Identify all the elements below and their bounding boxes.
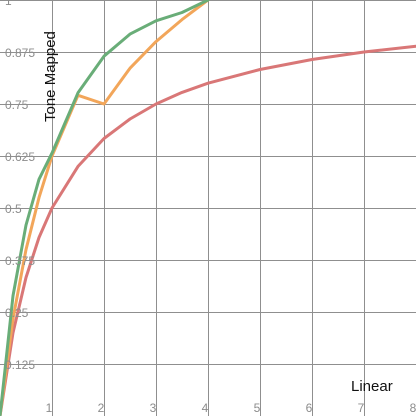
y-tick-label: 0.625 xyxy=(5,150,35,164)
y-tick-label: 0.5 xyxy=(5,202,22,216)
series-line-3 xyxy=(0,0,210,416)
y-tick-label: 0.125 xyxy=(5,358,35,372)
y-tick-label: 0.375 xyxy=(5,254,35,268)
y-tick-label: 0.875 xyxy=(5,46,35,60)
x-tick-label: 6 xyxy=(306,401,313,415)
y-tick-label: 1 xyxy=(5,0,12,8)
x-tick-label: 8 xyxy=(410,401,416,415)
y-tick-label: 0.25 xyxy=(5,306,29,320)
x-tick-label: 2 xyxy=(98,401,105,415)
series-line-1 xyxy=(0,44,416,416)
x-tick-label: 5 xyxy=(254,401,261,415)
y-tick-label: 0.75 xyxy=(5,98,29,112)
x-tick-label: 1 xyxy=(46,401,53,415)
x-axis-title: Linear xyxy=(351,378,393,395)
x-tick-label: 7 xyxy=(358,401,365,415)
x-tick-label: 3 xyxy=(150,401,157,415)
y-axis-title: Tone Mapped xyxy=(42,31,59,122)
x-tick-label: 4 xyxy=(202,401,209,415)
tick-labels: 1 2 3 4 5 6 7 8 0.125 0.25 0.375 0.5 0.625 0.75 0.875 1 xyxy=(5,0,416,415)
